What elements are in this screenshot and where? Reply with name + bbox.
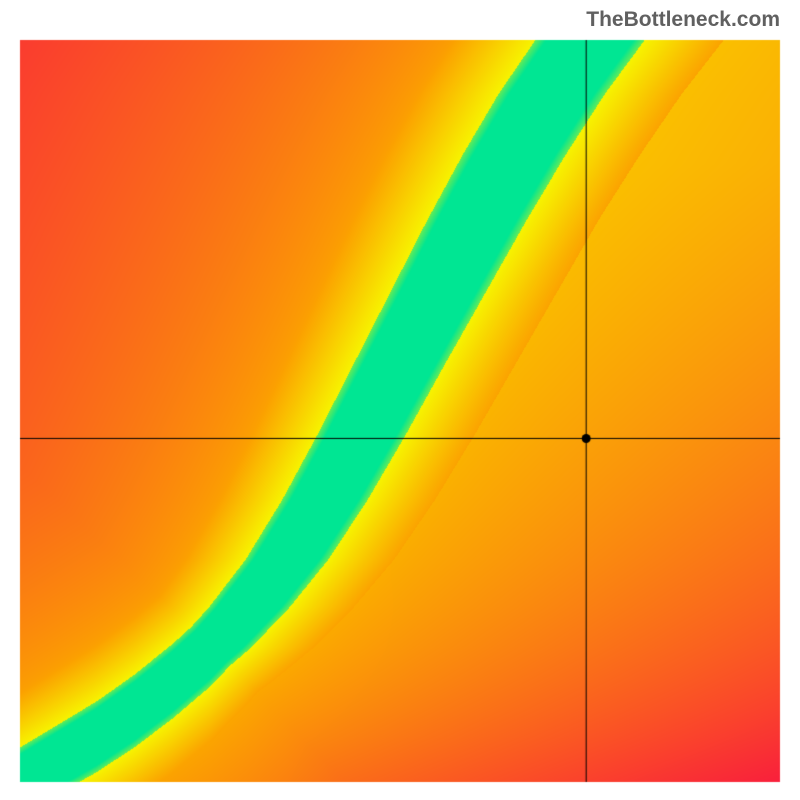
heatmap-canvas <box>0 0 800 800</box>
chart-container: TheBottleneck.com <box>0 0 800 800</box>
attribution-label: TheBottleneck.com <box>586 8 780 32</box>
